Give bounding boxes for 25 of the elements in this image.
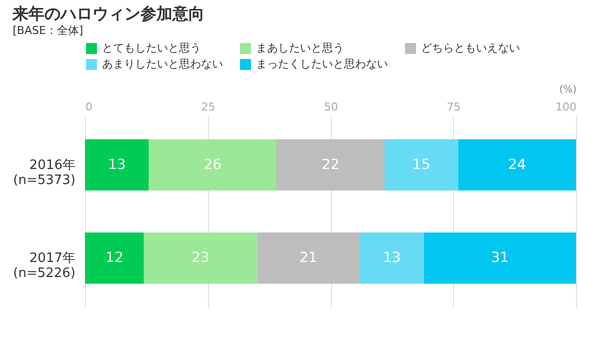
data-label: 24 — [508, 156, 526, 173]
chart-title: 来年のハロウィン参加意向 — [12, 4, 205, 23]
x-tick-label: 75 — [446, 100, 461, 114]
legend-label: とてもしたいと思う — [102, 42, 201, 55]
x-tick-label: 100 — [556, 100, 576, 114]
x-tick-label: 0 — [86, 100, 92, 114]
data-label: 22 — [322, 156, 340, 173]
legend-label: あまりしたいと思わない — [102, 58, 223, 70]
legend-label: まあしたいと思う — [256, 42, 344, 55]
data-label: 13 — [382, 250, 401, 266]
data-label: 15 — [412, 156, 430, 173]
legend-label: まったくしたいと思わない — [256, 58, 388, 70]
y-tick-label: 2016年 (n=5373) — [13, 158, 76, 188]
data-label: 31 — [490, 250, 509, 266]
data-label: 12 — [106, 250, 124, 266]
y-tick-label: 2017年 (n=5226) — [13, 251, 76, 282]
legend-label: どちらともいえない — [421, 42, 520, 55]
chart-subtitle: [BASE：全体] — [12, 24, 84, 37]
x-tick-label: 25 — [201, 100, 216, 114]
x-axis-title: (%) — [559, 84, 577, 96]
data-label: 13 — [108, 156, 126, 173]
x-tick-label: 50 — [324, 100, 338, 114]
data-label: 23 — [191, 250, 210, 266]
data-label: 21 — [299, 250, 318, 266]
data-label: 26 — [204, 156, 222, 173]
